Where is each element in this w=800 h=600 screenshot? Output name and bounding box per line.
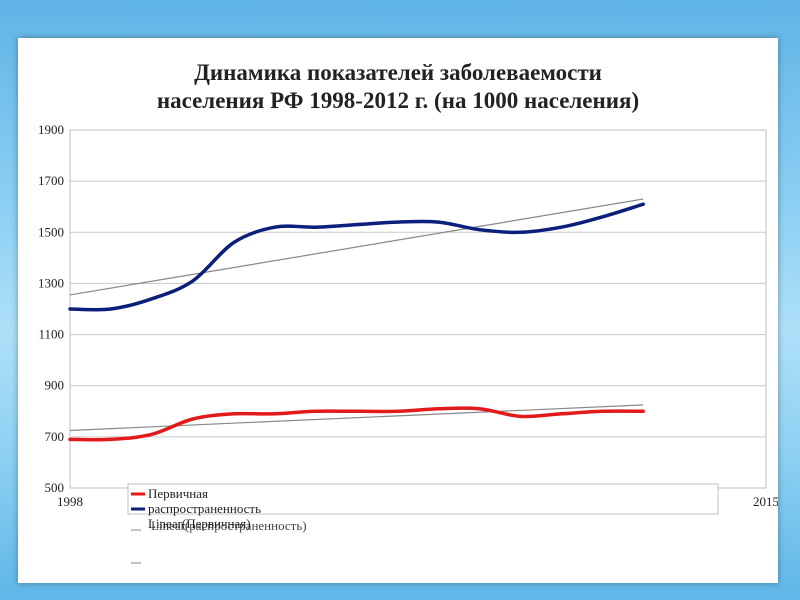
y-tick-label: 900 <box>45 378 65 393</box>
y-tick-label: 1900 <box>38 122 64 137</box>
legend: ПервичнаяраспространенностьLinear(Первич… <box>127 483 719 564</box>
series-lines <box>68 202 645 442</box>
chart: Динамика показателей заболеваемости насе… <box>38 60 778 564</box>
x-axis: 1998 2015 <box>57 494 778 509</box>
trendline <box>69 404 644 432</box>
chart-subtitle: населения РФ 1998-2012 г. (на 1000 насел… <box>157 88 639 113</box>
y-axis: 1900 1700 1500 1300 1100 900 700 500 <box>38 122 64 495</box>
trendlines <box>69 198 644 432</box>
trendline <box>69 198 644 296</box>
x-tick-label: 1998 <box>57 494 83 509</box>
legend-entry: распространенность <box>148 501 261 516</box>
y-tick-label: 500 <box>45 480 65 495</box>
legend-entry: Linear(Первичная) <box>148 516 251 531</box>
y-tick-label: 1500 <box>38 224 64 239</box>
y-tick-label: 700 <box>45 429 65 444</box>
legend-entry: Первичная <box>148 486 208 501</box>
y-tick-label: 1300 <box>38 275 64 290</box>
x-tick-label: 2015 <box>753 494 778 509</box>
plot-frame <box>69 129 767 489</box>
slide: Динамика показателей заболеваемости насе… <box>18 38 778 583</box>
legend-box <box>127 483 719 515</box>
grid <box>70 129 766 489</box>
y-tick-label: 1100 <box>38 327 64 342</box>
y-tick-label: 1700 <box>38 173 64 188</box>
chart-title: Динамика показателей заболеваемости <box>194 60 602 85</box>
legend-entry: Linear(распространенность) <box>151 518 307 533</box>
series-line-1 <box>68 202 645 312</box>
series-line-0 <box>68 406 645 442</box>
